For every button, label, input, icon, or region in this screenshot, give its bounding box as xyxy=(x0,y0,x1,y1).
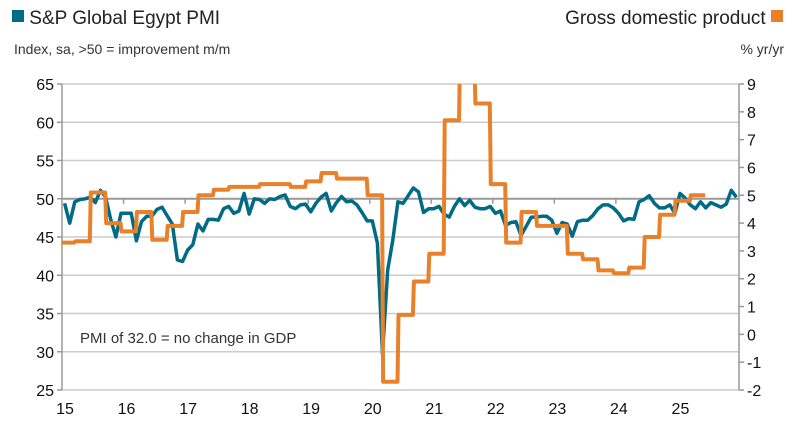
right-tick-label: -2 xyxy=(747,383,761,400)
right-axis-label: % yr/yr xyxy=(740,41,784,57)
right-tick-label: -1 xyxy=(747,355,761,372)
left-tick-label: 25 xyxy=(36,383,54,400)
left-tick-label: 65 xyxy=(36,77,54,94)
left-tick-label: 45 xyxy=(36,230,54,247)
legend-gdp-label: Gross domestic product xyxy=(565,8,766,29)
x-tick-label: 24 xyxy=(610,401,628,418)
left-tick-label: 50 xyxy=(36,192,54,209)
legend-pmi-swatch xyxy=(12,10,24,22)
right-tick-label: 7 xyxy=(747,133,756,150)
right-tick-label: 9 xyxy=(747,77,756,94)
x-tick-label: 18 xyxy=(241,401,259,418)
right-tick-label: 4 xyxy=(747,216,756,233)
right-tick-label: 8 xyxy=(747,105,756,122)
right-tick-label: 1 xyxy=(747,300,756,317)
gdp-line xyxy=(62,84,706,384)
x-tick-label: 15 xyxy=(56,401,74,418)
x-tick-label: 22 xyxy=(487,401,505,418)
x-tick-label: 23 xyxy=(548,401,566,418)
legend-pmi-label: S&P Global Egypt PMI xyxy=(29,8,221,29)
x-tick-label: 16 xyxy=(118,401,136,418)
pmi-line xyxy=(62,186,738,356)
left-tick-label: 60 xyxy=(36,115,54,132)
right-tick-label: 2 xyxy=(747,272,756,289)
right-tick-label: 5 xyxy=(747,188,756,205)
right-tick-label: 3 xyxy=(747,244,756,261)
legend-pmi: S&P Global Egypt PMI xyxy=(12,8,220,30)
left-axis-label: Index, sa, >50 = improvement m/m xyxy=(14,41,231,57)
x-tick-label: 21 xyxy=(425,401,443,418)
right-tick-label: 0 xyxy=(747,327,756,344)
annotation: PMI of 32.0 = no change in GDP xyxy=(80,330,296,347)
legend-gdp: Gross domestic product xyxy=(565,8,783,30)
left-tick-label: 40 xyxy=(36,268,54,285)
x-tick-label: 19 xyxy=(302,401,320,418)
left-tick-label: 55 xyxy=(36,154,54,171)
x-tick-label: 17 xyxy=(179,401,197,418)
right-tick-label: 6 xyxy=(747,160,756,177)
legend-gdp-swatch xyxy=(771,10,783,22)
x-tick-label: 20 xyxy=(364,401,382,418)
x-tick-label: 25 xyxy=(672,401,690,418)
left-tick-label: 35 xyxy=(36,307,54,324)
left-tick-label: 30 xyxy=(36,345,54,362)
